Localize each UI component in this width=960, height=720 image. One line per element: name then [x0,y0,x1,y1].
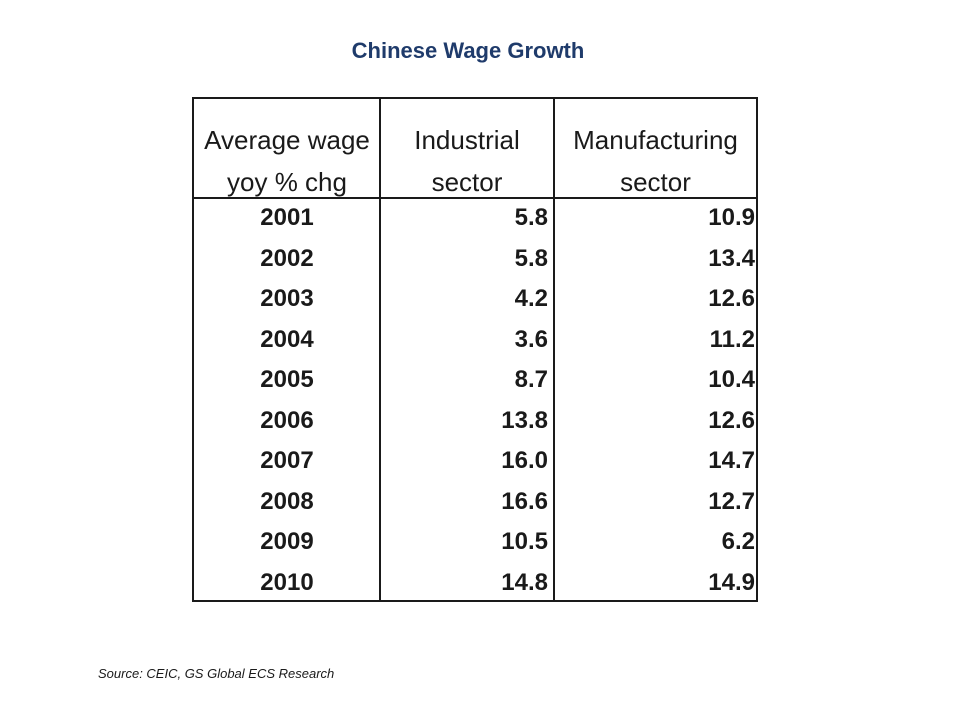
header-line: Average wage [204,125,370,155]
header-average-wage: Average wage yoy % chg [194,119,380,203]
header-divider [194,197,756,199]
manufacturing-value-cell: 12.6 [708,406,755,434]
source-note: Source: CEIC, GS Global ECS Research [98,666,335,681]
header-line: yoy % chg [227,167,347,197]
year-cell: 2009 [260,528,314,555]
header-line: sector [620,167,691,197]
year-cell: 2007 [260,447,314,474]
industrial-value-cell: 16.0 [501,447,548,474]
industrial-value-cell: 5.8 [514,244,548,272]
year-cell: 2002 [260,244,314,272]
year-cell: 2004 [260,325,314,353]
manufacturing-value-cell: 10.4 [708,366,755,393]
header-manufacturing-sector: Manufacturing sector [555,119,756,203]
industrial-value-cell: 14.8 [501,568,548,596]
industrial-value-cell: 4.2 [514,285,548,312]
header-line: sector [431,167,503,197]
manufacturing-value-cell: 12.7 [708,487,755,515]
manufacturing-value-cell: 14.7 [708,447,755,474]
industrial-value-cell: 8.7 [514,366,548,393]
header-industrial-sector: Industrial sector [381,119,553,203]
chart-title: Chinese Wage Growth [351,38,585,63]
year-cell: 2001 [260,204,314,231]
header-line: Industrial [414,125,520,155]
manufacturing-value-cell: 10.9 [708,204,755,231]
industrial-value-cell: 3.6 [514,325,548,353]
column-divider [379,99,381,600]
year-cell: 2008 [260,487,314,515]
industrial-value-cell: 13.8 [501,406,548,434]
year-cell: 2010 [260,568,314,596]
industrial-value-cell: 16.6 [501,487,548,515]
year-cell: 2006 [260,406,314,434]
header-line: Manufacturing [573,125,738,155]
industrial-value-cell: 5.8 [514,204,548,231]
year-cell: 2003 [260,285,314,312]
manufacturing-value-cell: 11.2 [709,325,755,353]
industrial-value-cell: 10.5 [501,528,548,555]
wage-table: Average wage yoy % chg Industrial sector… [192,97,758,602]
year-cell: 2005 [260,366,314,393]
manufacturing-value-cell: 14.9 [708,568,755,596]
column-divider [553,99,555,600]
manufacturing-value-cell: 13.4 [708,244,755,272]
manufacturing-value-cell: 12.6 [708,285,755,312]
manufacturing-value-cell: 6.2 [721,528,755,555]
